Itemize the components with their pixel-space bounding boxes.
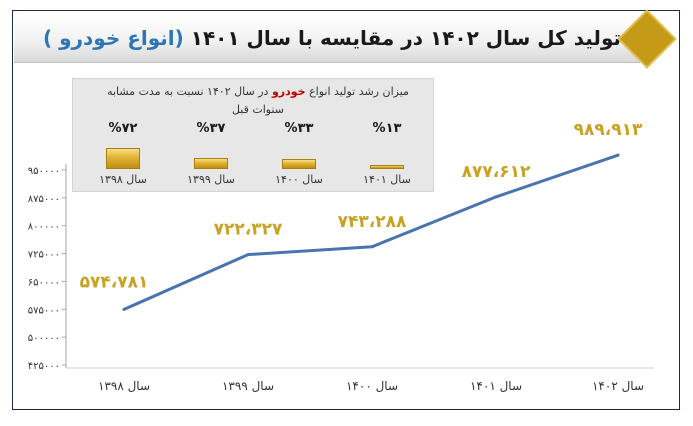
data-point bbox=[616, 153, 620, 157]
y-tick-label: ۵۷۵۰۰۰ bbox=[28, 305, 60, 316]
growth-percent: %۳۷ bbox=[196, 121, 226, 136]
data-point bbox=[494, 195, 498, 199]
x-tick-label: سال ۱۴۰۲ bbox=[592, 379, 644, 393]
y-tick-label: ۸۰۰۰۰۰ bbox=[28, 222, 60, 233]
growth-caption-part2: در سال ۱۴۰۲ نسبت به مدت مشابه سنوات قبل bbox=[107, 85, 285, 116]
growth-year: سال ۱۴۰۱ bbox=[363, 173, 411, 186]
y-tick-label: ۴۲۵۰۰۰ bbox=[28, 361, 60, 372]
x-tick-label: سال ۱۴۰۱ bbox=[470, 379, 522, 393]
data-point bbox=[122, 307, 126, 311]
x-tick-label: سال ۱۳۹۹ bbox=[222, 379, 274, 393]
data-label: ۷۲۲،۳۲۷ bbox=[214, 220, 283, 240]
growth-bar bbox=[370, 165, 404, 169]
growth-year: سال ۱۴۰۰ bbox=[275, 173, 323, 186]
growth-percent: %۱۳ bbox=[372, 121, 402, 136]
title-highlight: (انواع خودرو ) bbox=[42, 26, 184, 50]
y-tick-label: ۶۵۰۰۰۰ bbox=[28, 277, 60, 288]
growth-bar bbox=[282, 159, 316, 169]
data-point bbox=[370, 245, 374, 249]
growth-caption-highlight: خودرو bbox=[271, 85, 306, 98]
data-label: ۵۷۴،۷۸۱ bbox=[80, 272, 149, 292]
growth-percent: %۳۳ bbox=[284, 121, 314, 136]
growth-item: %۳۷ سال ۱۳۹۹ bbox=[173, 121, 249, 186]
y-tick-label: ۹۵۰۰۰۰ bbox=[28, 166, 60, 177]
y-tick-label: ۷۲۵۰۰۰ bbox=[28, 250, 60, 261]
growth-item: %۱۳ سال ۱۴۰۱ bbox=[349, 121, 425, 186]
y-tick-label: ۸۷۵۰۰۰ bbox=[28, 194, 60, 205]
title-bar bbox=[14, 16, 640, 63]
growth-panel: میزان رشد تولید انواع خودرو در سال ۱۴۰۲ … bbox=[72, 78, 434, 192]
growth-bar bbox=[106, 148, 140, 169]
chart-frame bbox=[12, 10, 680, 410]
growth-caption-part1: میزان رشد تولید انواع bbox=[309, 85, 409, 98]
y-tick-label: ۵۰۰۰۰۰ bbox=[28, 333, 60, 344]
title-main: تولید کل سال ۱۴۰۲ در مقایسه با سال ۱۴۰۱ bbox=[190, 26, 621, 50]
growth-caption: میزان رشد تولید انواع خودرو در سال ۱۴۰۲ … bbox=[93, 83, 423, 119]
growth-year: سال ۱۳۹۹ bbox=[187, 173, 235, 186]
growth-bar bbox=[194, 158, 228, 169]
x-tick-label: سال ۱۴۰۰ bbox=[346, 379, 398, 393]
data-point bbox=[246, 253, 250, 257]
data-label: ۷۴۳،۲۸۸ bbox=[338, 212, 407, 232]
growth-percent: %۷۲ bbox=[108, 121, 138, 136]
growth-item: %۷۲ سال ۱۳۹۸ bbox=[85, 121, 161, 186]
data-label: ۹۸۹،۹۱۳ bbox=[574, 120, 643, 140]
page-title: تولید کل سال ۱۴۰۲ در مقایسه با سال ۱۴۰۱ … bbox=[43, 26, 621, 50]
growth-year: سال ۱۳۹۸ bbox=[99, 173, 147, 186]
data-label: ۸۷۷،۶۱۲ bbox=[462, 162, 531, 182]
x-tick-label: سال ۱۳۹۸ bbox=[98, 379, 150, 393]
growth-item: %۳۳ سال ۱۴۰۰ bbox=[261, 121, 337, 186]
